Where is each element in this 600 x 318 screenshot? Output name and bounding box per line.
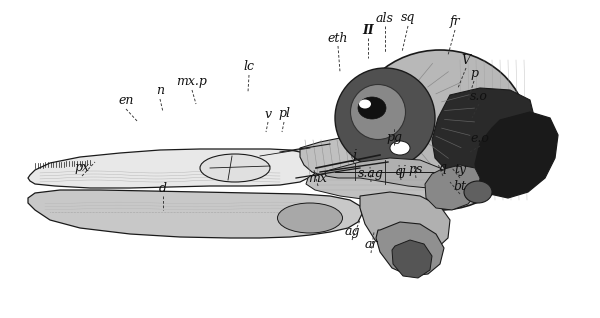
Text: sq: sq bbox=[401, 11, 415, 24]
Polygon shape bbox=[360, 192, 450, 256]
Text: eth: eth bbox=[328, 31, 348, 45]
Text: pl: pl bbox=[278, 107, 290, 121]
Text: d: d bbox=[159, 182, 167, 195]
Ellipse shape bbox=[335, 68, 435, 168]
Text: mx: mx bbox=[308, 171, 328, 184]
Text: s.ag: s.ag bbox=[358, 168, 384, 181]
Polygon shape bbox=[306, 170, 452, 202]
Ellipse shape bbox=[350, 85, 406, 140]
Polygon shape bbox=[376, 222, 444, 276]
Polygon shape bbox=[300, 136, 390, 178]
Text: p: p bbox=[470, 66, 478, 80]
Text: qj: qj bbox=[395, 165, 407, 178]
Text: als: als bbox=[376, 11, 394, 24]
Ellipse shape bbox=[200, 154, 270, 182]
Ellipse shape bbox=[358, 97, 386, 119]
Polygon shape bbox=[475, 112, 558, 198]
Text: en: en bbox=[118, 94, 134, 107]
Ellipse shape bbox=[359, 100, 371, 108]
Text: fr: fr bbox=[449, 16, 460, 29]
Text: s.o: s.o bbox=[470, 89, 488, 102]
Text: II: II bbox=[362, 24, 374, 37]
Text: mx.p: mx.p bbox=[176, 75, 208, 88]
Ellipse shape bbox=[390, 141, 410, 155]
Polygon shape bbox=[392, 240, 432, 278]
Polygon shape bbox=[28, 149, 320, 188]
Polygon shape bbox=[432, 88, 535, 178]
Ellipse shape bbox=[464, 181, 492, 203]
Text: ag: ag bbox=[344, 225, 360, 238]
Text: v: v bbox=[265, 107, 272, 121]
Text: V: V bbox=[461, 53, 470, 66]
Text: e.o: e.o bbox=[470, 132, 490, 144]
Polygon shape bbox=[28, 190, 362, 238]
Ellipse shape bbox=[277, 203, 343, 233]
Polygon shape bbox=[325, 158, 448, 188]
Text: ar: ar bbox=[364, 238, 378, 252]
Text: pg: pg bbox=[386, 130, 402, 143]
Text: ty: ty bbox=[454, 163, 466, 176]
Text: j: j bbox=[352, 149, 356, 162]
Text: bt: bt bbox=[454, 179, 467, 192]
Text: ps: ps bbox=[409, 163, 423, 176]
Ellipse shape bbox=[353, 50, 527, 210]
Text: q: q bbox=[439, 162, 447, 175]
Text: n: n bbox=[156, 85, 164, 98]
Text: px: px bbox=[74, 162, 89, 175]
Text: lc: lc bbox=[244, 60, 254, 73]
Polygon shape bbox=[425, 165, 480, 210]
